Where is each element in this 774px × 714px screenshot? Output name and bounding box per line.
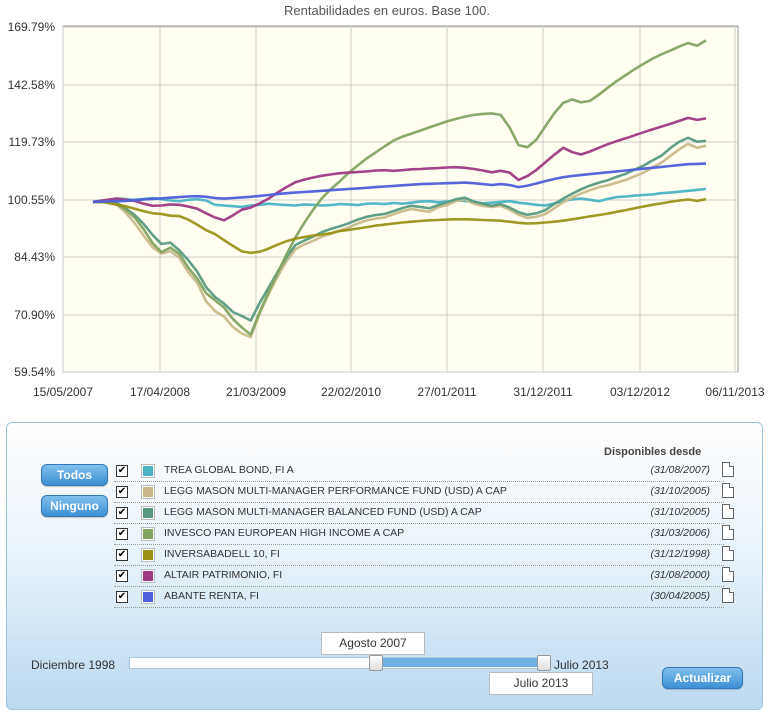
- fund-name: LEGG MASON MULTI-MANAGER PERFORMANCE FUN…: [164, 485, 507, 497]
- x-tick-label: 22/02/2010: [321, 385, 381, 399]
- x-tick-label: 06/11/2013: [705, 385, 764, 399]
- x-tick-label: 03/12/2012: [610, 385, 670, 399]
- document-icon[interactable]: [722, 525, 734, 540]
- x-tick-label: 31/12/2011: [513, 385, 572, 399]
- fund-row: ✔ ALTAIR PATRIMONIO, FI (31/08/2000): [114, 566, 734, 587]
- fund-name: TREA GLOBAL BOND, FI A: [164, 464, 294, 476]
- fund-color-swatch: [142, 570, 154, 582]
- slider-selected-range: [375, 658, 543, 667]
- fund-checkbox[interactable]: ✔: [116, 465, 128, 477]
- y-tick-label: 84.43%: [14, 250, 55, 264]
- fund-color-swatch: [142, 507, 154, 519]
- update-button[interactable]: Actualizar: [662, 667, 743, 689]
- x-tick-label: 15/05/2007: [33, 385, 93, 399]
- document-icon[interactable]: [722, 504, 734, 519]
- select-all-button[interactable]: Todos: [41, 464, 108, 486]
- series-line: [92, 39, 707, 336]
- fund-name: ALTAIR PATRIMONIO, FI: [164, 569, 283, 581]
- x-tick-label: 27/01/2011: [417, 385, 476, 399]
- fund-available-date: (31/03/2006): [650, 527, 710, 539]
- fund-checkbox[interactable]: ✔: [116, 486, 128, 498]
- series-line: [92, 187, 707, 209]
- fund-color-swatch: [142, 549, 154, 561]
- fund-row: ✔ INVERSABADELL 10, FI (31/12/1998): [114, 545, 734, 566]
- fund-checkbox[interactable]: ✔: [116, 507, 128, 519]
- fund-color-swatch: [142, 465, 154, 477]
- fund-row: ✔ ABANTE RENTA, FI (30/04/2005): [114, 587, 734, 608]
- fund-row: ✔ TREA GLOBAL BOND, FI A (31/08/2007): [114, 461, 734, 482]
- series-line: [92, 162, 707, 204]
- fund-available-date: (31/10/2005): [650, 485, 710, 497]
- fund-available-date: (30/04/2005): [650, 590, 710, 602]
- fund-row: ✔ LEGG MASON MULTI-MANAGER PERFORMANCE FU…: [114, 482, 734, 503]
- x-tick-label: 17/04/2008: [130, 385, 190, 399]
- document-icon[interactable]: [722, 588, 734, 603]
- y-tick-label: 59.54%: [14, 365, 55, 379]
- document-icon[interactable]: [722, 546, 734, 561]
- fund-available-date: (31/12/1998): [650, 548, 710, 560]
- line-chart: 59.54% 70.90% 84.43% 100.55% 119.73% 142.58% 1…: [8, 20, 765, 399]
- fund-checkbox[interactable]: ✔: [116, 549, 128, 561]
- fund-available-date: (31/08/2000): [650, 569, 710, 581]
- end-date-tooltip: Julio 2013: [489, 672, 593, 695]
- fund-row: ✔ INVESCO PAN EUROPEAN HIGH INCOME A CAP (…: [114, 524, 734, 545]
- document-icon[interactable]: [722, 567, 734, 582]
- series-line: [92, 142, 707, 339]
- fund-row: ✔ LEGG MASON MULTI-MANAGER BALANCED FUND …: [114, 503, 734, 524]
- y-tick-label: 100.55%: [8, 193, 56, 207]
- fund-name: INVERSABADELL 10, FI: [164, 548, 280, 560]
- document-icon[interactable]: [722, 483, 734, 498]
- fund-available-date: (31/10/2005): [650, 506, 710, 518]
- series-line: [92, 197, 707, 255]
- available-since-header: Disponibles desde: [604, 446, 702, 458]
- fund-color-swatch: [142, 528, 154, 540]
- y-tick-label: 70.90%: [14, 308, 55, 322]
- fund-name: INVESCO PAN EUROPEAN HIGH INCOME A CAP: [164, 527, 405, 539]
- fund-color-swatch: [142, 486, 154, 498]
- document-icon[interactable]: [722, 462, 734, 477]
- y-tick-label: 142.58%: [8, 78, 56, 92]
- fund-checkbox[interactable]: ✔: [116, 528, 128, 540]
- plot-area: [62, 25, 739, 373]
- fund-checkbox[interactable]: ✔: [116, 570, 128, 582]
- fund-available-date: (31/08/2007): [650, 464, 710, 476]
- start-date-tooltip: Agosto 2007: [321, 632, 425, 655]
- select-none-button[interactable]: Ninguno: [41, 495, 108, 517]
- fund-name: ABANTE RENTA, FI: [164, 590, 259, 602]
- slider-start-handle[interactable]: [369, 655, 384, 671]
- y-tick-label: 119.73%: [9, 135, 56, 149]
- fund-checkbox[interactable]: ✔: [116, 591, 128, 603]
- slider-max-label: Julio 2013: [554, 658, 609, 672]
- chart-title: Rentabilidades en euros. Base 100.: [284, 3, 490, 18]
- series-line: [92, 116, 707, 222]
- x-tick-label: 21/03/2009: [226, 385, 286, 399]
- fund-color-swatch: [142, 591, 154, 603]
- slider-end-handle[interactable]: [537, 655, 551, 671]
- series-line: [92, 136, 707, 322]
- slider-min-label: Diciembre 1998: [31, 658, 116, 672]
- fund-name: LEGG MASON MULTI-MANAGER BALANCED FUND (…: [164, 506, 482, 518]
- y-tick-label: 169.79%: [8, 20, 56, 34]
